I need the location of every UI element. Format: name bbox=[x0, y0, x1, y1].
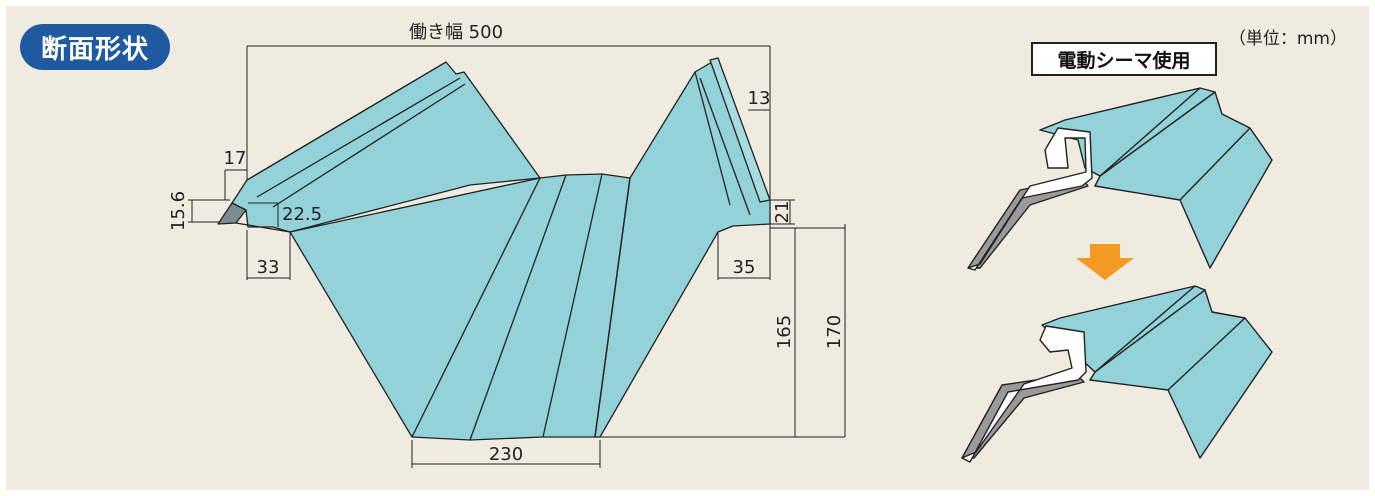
seamer-label: 電動シーマ使用 bbox=[1031, 42, 1217, 76]
dim-work-width: 働き幅 500 bbox=[409, 22, 503, 43]
seam-after-underside bbox=[961, 373, 1085, 459]
dim-35: 35 bbox=[733, 257, 756, 278]
seam-after-left-face bbox=[961, 325, 1087, 463]
seam-before-top bbox=[1039, 87, 1216, 177]
seam-after bbox=[961, 285, 1273, 463]
seam-before-left-face bbox=[967, 127, 1093, 271]
dim-22-5: 22.5 bbox=[282, 204, 322, 225]
dimension-lines bbox=[188, 45, 846, 468]
dim-13: 13 bbox=[748, 88, 771, 109]
dim-230: 230 bbox=[489, 444, 523, 465]
dim-170: 170 bbox=[824, 315, 845, 349]
left-lip-underside bbox=[217, 202, 247, 225]
dim-15-6: 15.6 bbox=[168, 191, 189, 231]
dim-33: 33 bbox=[257, 257, 280, 278]
section-title-badge: 断面形状 bbox=[20, 24, 170, 70]
down-arrow-icon bbox=[1076, 244, 1134, 280]
dim-21: 21 bbox=[772, 201, 793, 224]
dim-17: 17 bbox=[224, 148, 247, 169]
unit-note: （単位：mm） bbox=[1228, 29, 1347, 49]
right-rib-face bbox=[594, 61, 771, 438]
dim-165: 165 bbox=[774, 315, 795, 349]
main-profile bbox=[217, 57, 771, 441]
seam-before bbox=[967, 87, 1273, 271]
